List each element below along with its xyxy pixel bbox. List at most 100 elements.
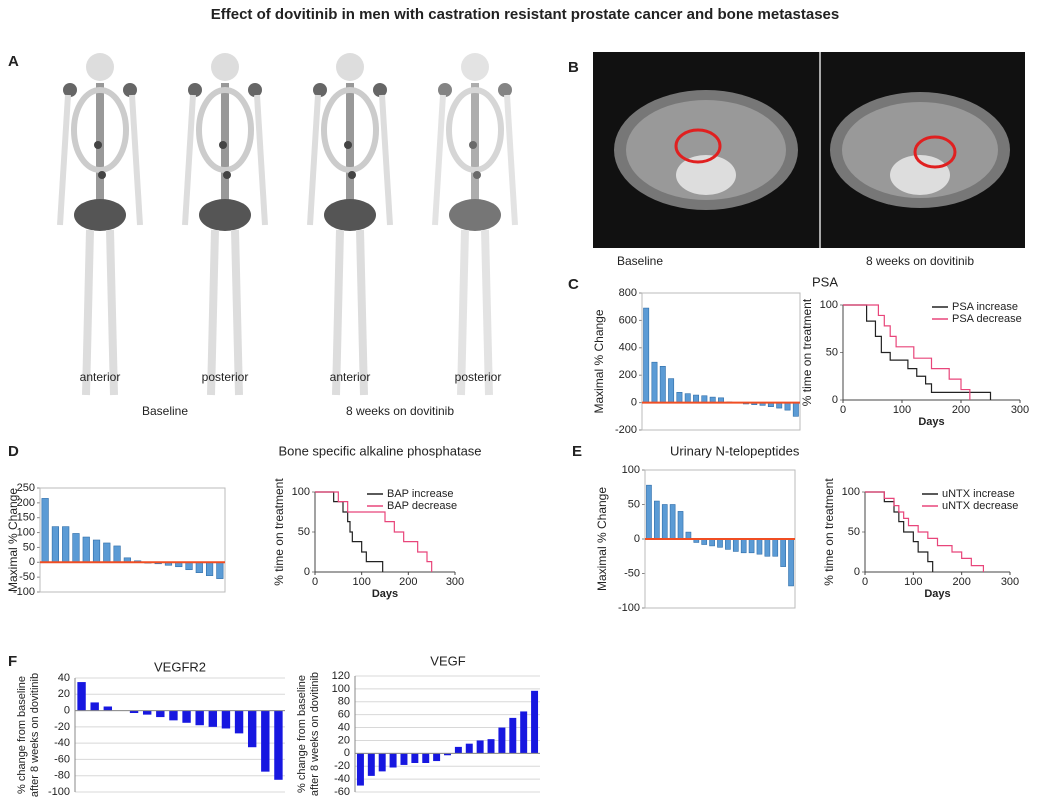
y-tick-label: -100 bbox=[48, 786, 70, 798]
y-tick-label: 0 bbox=[29, 556, 35, 568]
km-line bbox=[865, 491, 934, 572]
panel-label: F bbox=[8, 653, 17, 670]
y-tick-label: 0 bbox=[832, 394, 838, 406]
bar bbox=[142, 710, 152, 715]
bar bbox=[156, 710, 165, 718]
bar bbox=[195, 561, 203, 573]
bar bbox=[654, 500, 660, 540]
y-axis-label: % change from baseline bbox=[296, 675, 308, 793]
panel-label: E bbox=[572, 443, 582, 460]
bar bbox=[103, 706, 113, 711]
panel-label: B bbox=[568, 59, 579, 76]
ct-circle bbox=[913, 135, 957, 169]
ct-body bbox=[842, 102, 998, 198]
bar bbox=[103, 542, 111, 563]
x-tick-label: 200 bbox=[952, 404, 970, 416]
legend-label: BAP decrease bbox=[387, 500, 457, 512]
legend-label: PSA decrease bbox=[952, 313, 1022, 325]
plot-frame bbox=[39, 487, 226, 593]
time-label: Baseline bbox=[617, 254, 663, 268]
bar bbox=[651, 361, 658, 403]
bar bbox=[51, 526, 60, 563]
y-tick-label: 600 bbox=[619, 314, 637, 326]
y-tick-label: 0 bbox=[631, 397, 637, 409]
bone-scan bbox=[310, 53, 390, 395]
x-tick-label: 300 bbox=[446, 576, 464, 588]
bar bbox=[389, 753, 397, 768]
y-tick-label: -40 bbox=[54, 737, 70, 749]
legend-label: PSA increase bbox=[952, 301, 1018, 313]
bar bbox=[732, 538, 739, 552]
y-tick-label: 100 bbox=[842, 486, 860, 498]
bar bbox=[129, 710, 139, 714]
y-tick-label: -20 bbox=[54, 721, 70, 733]
x-tick-label: 100 bbox=[352, 576, 370, 588]
y-tick-label: -200 bbox=[615, 424, 637, 436]
x-tick-label: 0 bbox=[862, 576, 868, 588]
y-tick-label: 50 bbox=[826, 346, 838, 358]
figure-title: Effect of dovitinib in men with castrati… bbox=[211, 6, 839, 23]
legend-label: uNTX increase bbox=[942, 488, 1015, 500]
y-tick-label: 0 bbox=[344, 747, 350, 759]
x-tick-label: 300 bbox=[1011, 404, 1029, 416]
km-line bbox=[843, 304, 992, 400]
y-tick-label: -100 bbox=[13, 586, 35, 598]
y-axis-label: Maximal % Change bbox=[595, 487, 609, 591]
y-tick-label: 200 bbox=[619, 369, 637, 381]
bar bbox=[684, 393, 691, 403]
bar bbox=[195, 710, 204, 726]
y-tick-label: 100 bbox=[17, 526, 35, 538]
bar bbox=[717, 538, 723, 548]
bar bbox=[740, 538, 747, 554]
time-label: 8 weeks on dovitinib bbox=[866, 254, 974, 268]
y-tick-label: 50 bbox=[628, 498, 640, 510]
y-axis-label: after 8 weeks on dovitinib bbox=[309, 672, 321, 796]
bar bbox=[780, 538, 786, 567]
y-axis-label: Maximal % Change bbox=[6, 488, 20, 592]
bar bbox=[62, 526, 70, 563]
bar bbox=[725, 538, 731, 550]
bar bbox=[487, 739, 495, 754]
y-axis-label: % time on treatment bbox=[800, 298, 814, 406]
bar bbox=[422, 753, 430, 763]
bar bbox=[208, 710, 218, 727]
bar bbox=[433, 753, 441, 762]
ct-body bbox=[626, 100, 786, 200]
x-axis-label: Days bbox=[924, 588, 950, 600]
bar bbox=[216, 561, 224, 579]
bar bbox=[669, 504, 676, 540]
bar bbox=[356, 753, 364, 786]
y-tick-label: 20 bbox=[338, 734, 350, 746]
bar bbox=[709, 538, 715, 547]
x-tick-label: 200 bbox=[952, 576, 970, 588]
x-tick-label: 200 bbox=[399, 576, 417, 588]
y-axis-label: Maximal % Change bbox=[592, 309, 606, 413]
bar bbox=[772, 538, 779, 557]
chart-title: VEGFR2 bbox=[154, 659, 206, 674]
y-tick-label: 80 bbox=[338, 696, 350, 708]
km-line bbox=[315, 491, 433, 572]
bar bbox=[182, 710, 191, 723]
view-label: posterior bbox=[455, 370, 502, 384]
bar bbox=[676, 392, 683, 403]
time-label: Baseline bbox=[142, 404, 188, 418]
bar bbox=[367, 753, 375, 776]
y-tick-label: 150 bbox=[17, 512, 35, 524]
bar bbox=[668, 378, 675, 403]
y-tick-label: -40 bbox=[334, 773, 350, 785]
bar bbox=[92, 539, 101, 563]
bar bbox=[646, 484, 652, 540]
y-tick-label: -50 bbox=[19, 571, 35, 583]
ct-bone bbox=[890, 155, 950, 195]
bar bbox=[261, 710, 270, 772]
bar bbox=[205, 561, 214, 576]
bar bbox=[82, 536, 90, 563]
bar bbox=[531, 690, 539, 754]
y-tick-label: 40 bbox=[58, 672, 70, 684]
bar bbox=[685, 531, 692, 540]
panel-label: C bbox=[568, 276, 579, 293]
bar bbox=[77, 682, 86, 711]
ct-circle bbox=[674, 128, 722, 164]
bar bbox=[444, 753, 451, 756]
bar bbox=[454, 746, 462, 754]
